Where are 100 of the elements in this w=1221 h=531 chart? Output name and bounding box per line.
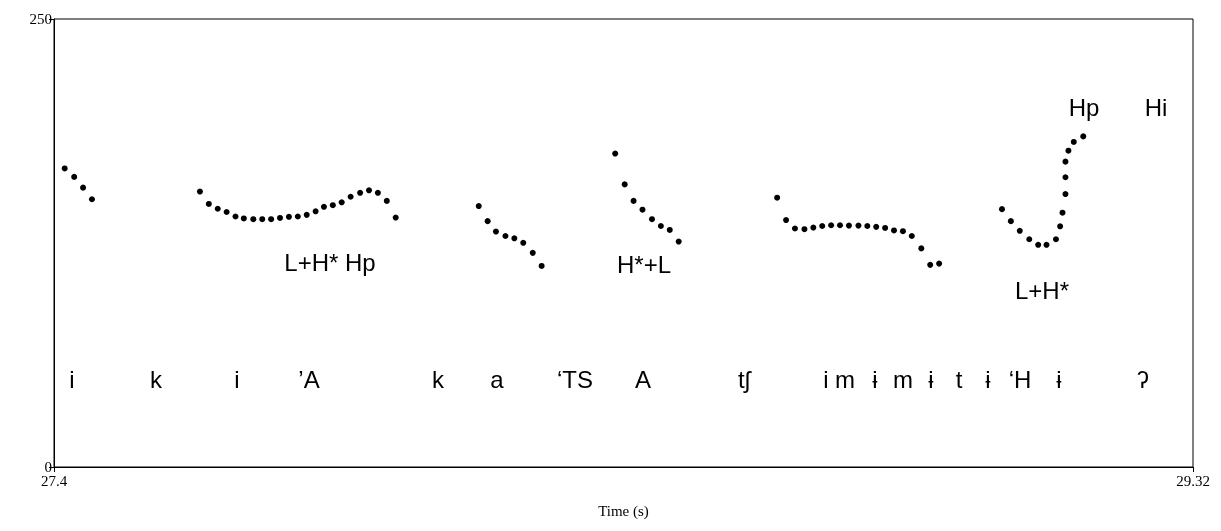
point — [666, 226, 673, 233]
point — [303, 211, 310, 218]
x-tick-label: 29.32 — [1176, 472, 1210, 489]
annotation: ‘H — [1008, 365, 1032, 393]
point — [810, 224, 817, 231]
annotation: tʃ — [738, 365, 752, 393]
point — [312, 208, 319, 215]
annotation: k — [432, 365, 445, 393]
annotation: a — [490, 365, 505, 393]
point — [675, 238, 682, 245]
annotation: i — [69, 365, 75, 393]
annotation: L+H* — [1014, 276, 1070, 304]
point — [873, 223, 880, 230]
point — [338, 199, 345, 206]
point — [205, 200, 212, 207]
point — [1065, 147, 1072, 154]
point — [268, 216, 275, 223]
point — [1035, 241, 1042, 248]
point — [837, 222, 844, 229]
point — [828, 222, 835, 229]
point — [61, 165, 68, 172]
annotation: ɨ — [928, 365, 935, 393]
point — [329, 202, 336, 209]
point — [277, 214, 284, 221]
point — [1062, 174, 1069, 181]
annotation: i — [823, 365, 829, 393]
point — [374, 189, 381, 196]
annotation: ɨ — [872, 365, 879, 393]
point — [511, 235, 518, 242]
point — [882, 224, 889, 231]
annotation: A — [634, 365, 652, 393]
point — [1016, 227, 1023, 234]
annotation: ɨ — [1056, 365, 1063, 393]
point — [774, 194, 781, 201]
point — [383, 197, 390, 204]
y-tick-label: 250 — [29, 11, 52, 27]
point — [657, 222, 664, 229]
annotation: m — [835, 365, 855, 393]
point — [801, 226, 808, 233]
point — [475, 203, 482, 210]
point — [819, 222, 826, 229]
x-tick-label: 27.4 — [40, 472, 68, 489]
point — [232, 213, 239, 220]
point — [285, 213, 292, 220]
point — [320, 203, 327, 210]
point — [502, 233, 509, 240]
y-tick-label: 0 — [44, 459, 52, 475]
point — [223, 209, 230, 215]
annotation: i — [234, 365, 240, 393]
point — [357, 189, 364, 196]
point — [783, 217, 790, 224]
point — [891, 227, 898, 234]
point — [621, 181, 628, 188]
annotation: k — [150, 365, 163, 393]
point — [1059, 209, 1066, 216]
annotation: ’A — [298, 365, 320, 393]
point — [538, 262, 545, 269]
point — [484, 218, 491, 225]
point — [240, 215, 247, 222]
point — [196, 188, 203, 195]
annotation: t — [955, 365, 963, 393]
point — [529, 249, 536, 256]
annotation: m — [893, 365, 913, 393]
point — [1057, 223, 1064, 230]
annotation: Hp — [1068, 93, 1100, 121]
point — [520, 239, 527, 246]
point — [918, 245, 925, 252]
point — [1026, 236, 1033, 243]
annotation: H*+L — [616, 250, 672, 278]
point — [1062, 158, 1069, 165]
point — [214, 205, 221, 212]
point — [1080, 133, 1087, 140]
point — [88, 196, 95, 203]
point — [791, 225, 798, 232]
point — [1043, 241, 1050, 248]
annotation: ɨ — [985, 365, 992, 393]
point — [998, 206, 1005, 213]
point — [927, 261, 934, 268]
x-axis-title: Time (s) — [598, 502, 649, 520]
annotation: ʔ — [1137, 365, 1149, 393]
point — [845, 222, 852, 229]
annotation: Hi — [1144, 93, 1168, 121]
point — [80, 184, 87, 191]
point — [259, 216, 266, 223]
point — [630, 197, 637, 204]
point — [899, 228, 906, 235]
point — [492, 228, 499, 235]
point — [347, 193, 354, 200]
point — [648, 216, 655, 223]
point — [366, 187, 372, 194]
point — [250, 216, 257, 223]
annotation: L+H* Hp — [284, 248, 376, 276]
point — [612, 150, 619, 157]
point — [855, 222, 862, 229]
point — [1062, 191, 1069, 198]
point — [936, 260, 943, 267]
point — [908, 233, 915, 240]
point — [71, 173, 78, 180]
point — [1070, 138, 1077, 145]
annotation: ‘TS — [557, 365, 593, 393]
